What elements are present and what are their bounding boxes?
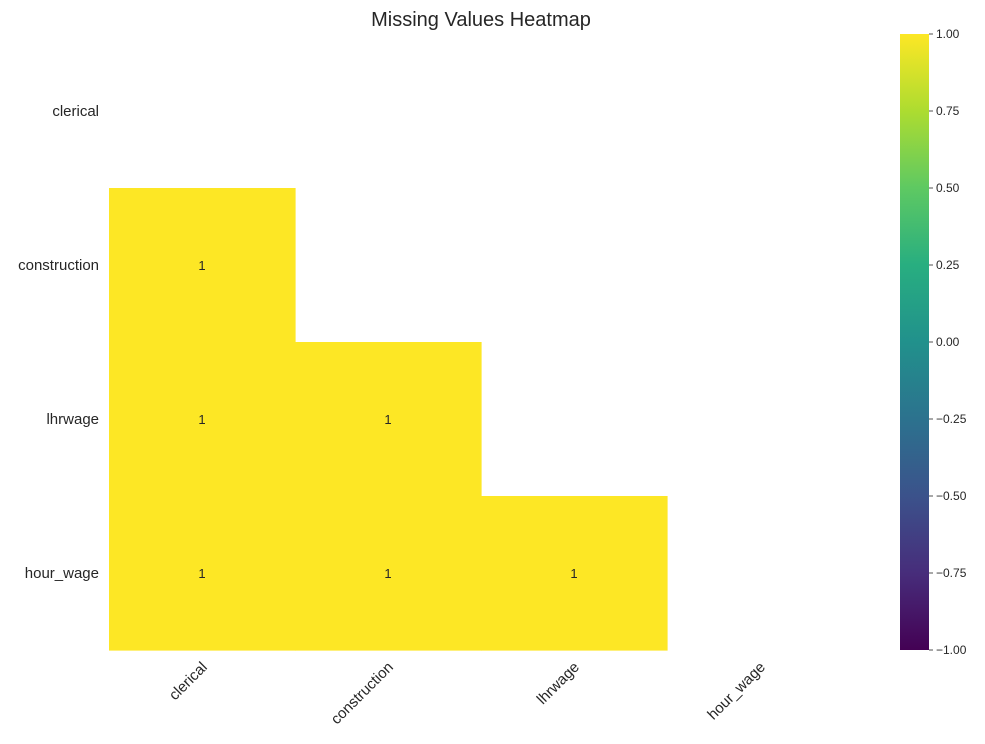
heatmap-cell (295, 342, 482, 497)
row-label: clerical (52, 103, 99, 120)
colorbar-tick-label: −0.25 (936, 412, 967, 426)
colorbar-tick-label: −0.50 (936, 489, 967, 503)
colorbar-tick-label: 0.00 (936, 335, 960, 349)
column-label: construction (328, 659, 397, 728)
row-label: hour_wage (25, 565, 99, 582)
column-label: lhrwage (534, 659, 583, 708)
heatmap-cells (109, 188, 668, 651)
heatmap-cell (109, 496, 296, 651)
colorbar-tick-label: 1.00 (936, 27, 960, 41)
column-label: hour_wage (704, 659, 769, 724)
row-label: lhrwage (46, 411, 99, 428)
cell-annotation: 1 (198, 566, 205, 581)
cell-annotations: 1 1 1 1 1 1 (198, 258, 577, 581)
row-label: construction (18, 257, 99, 274)
cell-annotation: 1 (384, 566, 391, 581)
colorbar-tick-label: 0.75 (936, 104, 960, 118)
cell-annotation: 1 (198, 412, 205, 427)
colorbar-tick-label: −0.75 (936, 566, 967, 580)
row-labels: clerical construction lhrwage hour_wage (18, 103, 99, 582)
heatmap-cell (109, 342, 296, 497)
cell-annotation: 1 (570, 566, 577, 581)
cell-annotation: 1 (198, 258, 205, 273)
heatmap-cell (481, 496, 668, 651)
chart-title: Missing Values Heatmap (371, 9, 591, 31)
cell-annotation: 1 (384, 412, 391, 427)
heatmap-cell (109, 188, 296, 343)
colorbar-tick-label: 0.25 (936, 258, 960, 272)
colorbar (900, 34, 929, 650)
colorbar-tick-label: 0.50 (936, 181, 960, 195)
colorbar-ticks: 1.00 0.75 0.50 0.25 0.00 −0.25 −0.50 −0.75 −1.00 (929, 27, 967, 657)
column-label: clerical (166, 659, 211, 704)
heatmap-cell (295, 496, 482, 651)
colorbar-tick-label: −1.00 (936, 643, 967, 657)
column-labels: clerical construction lhrwage hour_wage (166, 659, 769, 728)
